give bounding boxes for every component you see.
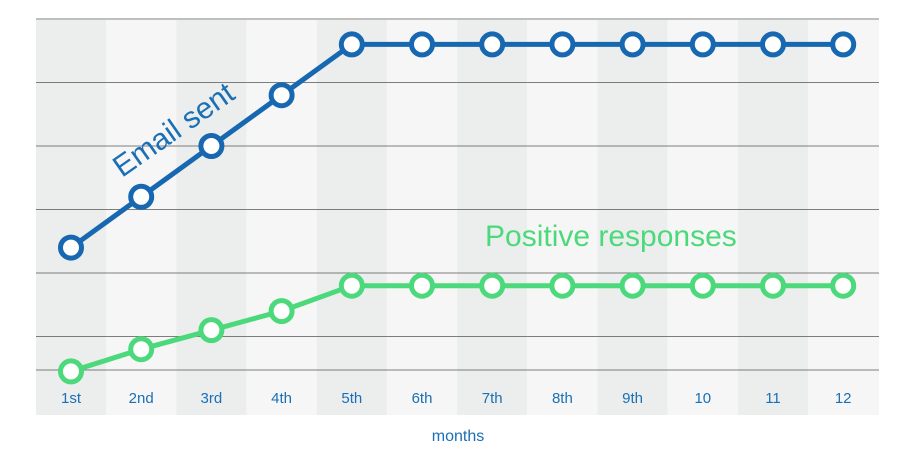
x-tick-label: 9th: [622, 390, 643, 407]
x-tick-label: 3rd: [201, 390, 223, 407]
data-point: [128, 336, 155, 363]
data-point: [268, 298, 295, 325]
column-band: [316, 20, 387, 415]
data-point: [479, 31, 506, 58]
data-point: [689, 272, 716, 299]
column-band: [597, 20, 668, 415]
data-point: [760, 31, 786, 58]
gridlines: [36, 18, 879, 371]
data-point: [619, 31, 646, 58]
series-points: [58, 31, 857, 385]
column-bands: [36, 20, 879, 415]
x-tick-label: 10: [694, 390, 711, 407]
data-point: [58, 358, 84, 385]
data-point: [128, 183, 155, 210]
column-band: [457, 20, 528, 415]
data-point: [619, 272, 646, 299]
data-point: [338, 31, 365, 58]
x-tick-label: 6th: [412, 390, 433, 407]
column-band: [386, 20, 458, 415]
x-tick-label: 11: [765, 390, 781, 407]
data-point: [198, 317, 225, 344]
data-point: [479, 272, 506, 299]
x-tick-label: 12: [835, 390, 852, 407]
x-tick-label: 7th: [482, 390, 503, 407]
data-point: [549, 31, 576, 58]
x-tick-labels: 1st 2nd 3rd 4th 5th 6th 7th 8th 9th 10 11 12: [61, 390, 852, 407]
data-point: [409, 272, 435, 299]
data-point: [760, 272, 786, 299]
x-tick-label: 1st: [61, 390, 82, 407]
column-band: [808, 20, 879, 415]
x-axis-label: months: [432, 428, 484, 445]
data-point: [549, 272, 576, 299]
data-point: [198, 133, 225, 159]
data-point: [689, 31, 716, 58]
data-point: [268, 82, 295, 109]
data-point: [58, 234, 84, 261]
x-tick-label: 2nd: [129, 390, 154, 407]
column-band: [527, 20, 598, 415]
column-band: [667, 20, 738, 415]
column-band: [737, 20, 809, 415]
x-tick-label: 5th: [341, 390, 362, 407]
x-tick-label: 4th: [271, 390, 292, 407]
data-point: [338, 272, 365, 299]
series-label-positive-responses: Positive responses: [485, 220, 737, 253]
data-point: [830, 272, 857, 299]
data-point: [830, 31, 857, 58]
x-tick-label: 8th: [552, 390, 573, 407]
column-band: [36, 20, 107, 415]
data-point: [409, 31, 435, 58]
column-band: [176, 20, 247, 415]
